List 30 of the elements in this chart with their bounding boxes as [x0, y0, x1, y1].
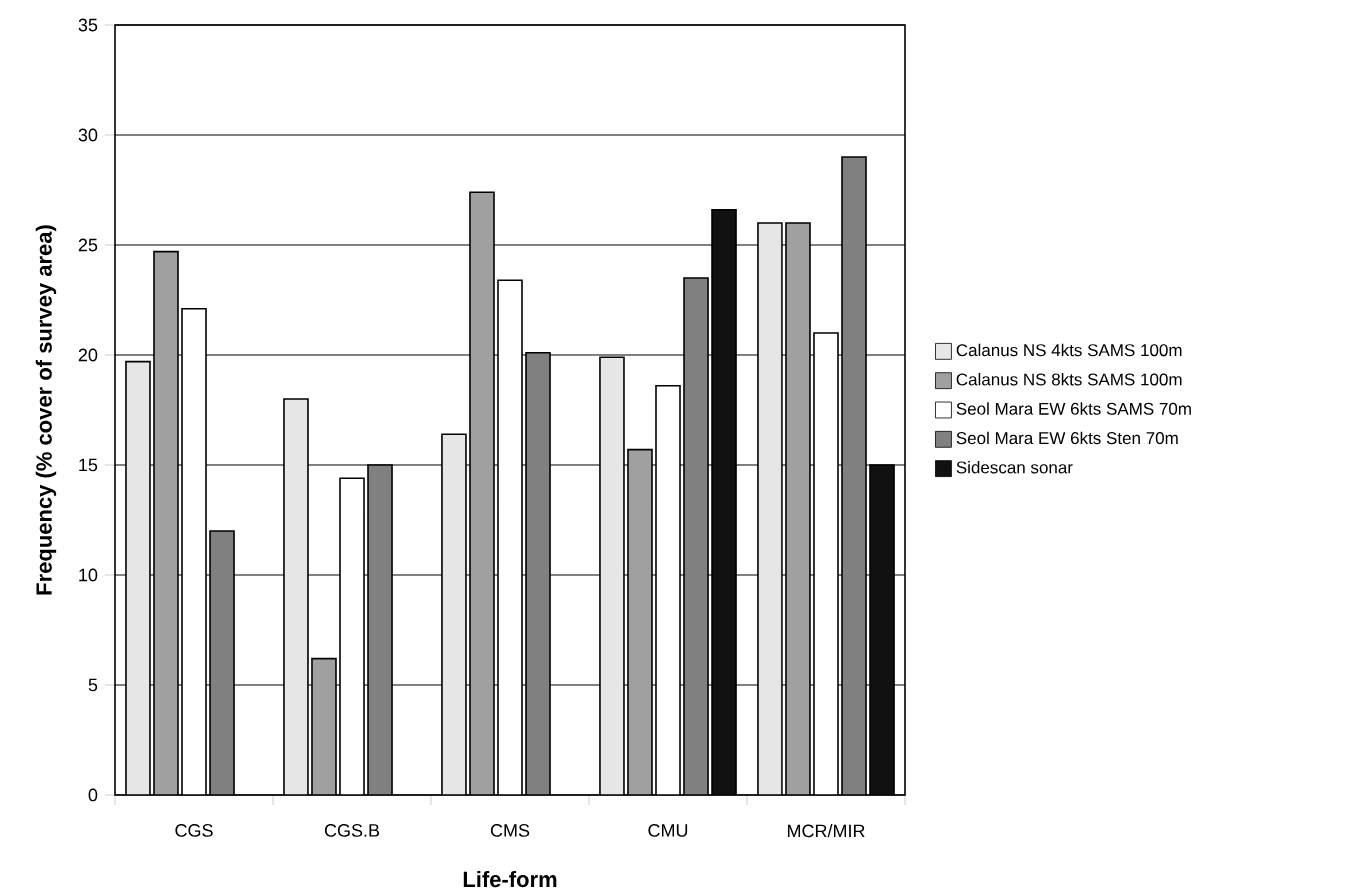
x-tick-label: MCR/MIR	[787, 824, 865, 838]
legend-label: Seol Mara EW 6kts Sten 70m	[956, 431, 1178, 445]
bar	[841, 156, 867, 795]
bar	[209, 530, 235, 795]
bar	[125, 360, 151, 795]
x-tick-label: CMU	[648, 824, 688, 837]
bar	[283, 398, 309, 795]
bar	[599, 356, 625, 795]
bar	[367, 464, 393, 795]
y-tick-label: 25	[78, 238, 98, 252]
y-tick-label: 5	[88, 678, 98, 692]
x-axis-title: Life-form	[463, 871, 557, 888]
bar	[757, 222, 783, 795]
x-tick-label: CMS	[490, 824, 530, 837]
y-tick-label: 15	[79, 458, 98, 472]
y-tick-label: 20	[78, 348, 98, 362]
bar	[441, 433, 467, 795]
y-tick-label: 0	[88, 788, 98, 802]
x-tick-label: CGS.B	[324, 824, 380, 837]
y-tick-label: 10	[79, 568, 98, 582]
legend-label: Sidescan sonar	[956, 460, 1073, 474]
legend-label: Seol Mara EW 6kts SAMS 70m	[956, 402, 1191, 415]
y-tick-label: 35	[78, 18, 98, 32]
y-axis-title: Frequency (% cover of survey area)	[35, 225, 57, 595]
legend-label: Calanus NS 8kts SAMS 100m	[956, 373, 1182, 386]
y-tick-label: 30	[78, 128, 98, 142]
x-tick-label: CGS	[175, 824, 213, 837]
legend-label: Calanus NS 4kts SAMS 100m	[956, 343, 1182, 357]
bar	[683, 277, 709, 795]
bar	[525, 351, 551, 795]
